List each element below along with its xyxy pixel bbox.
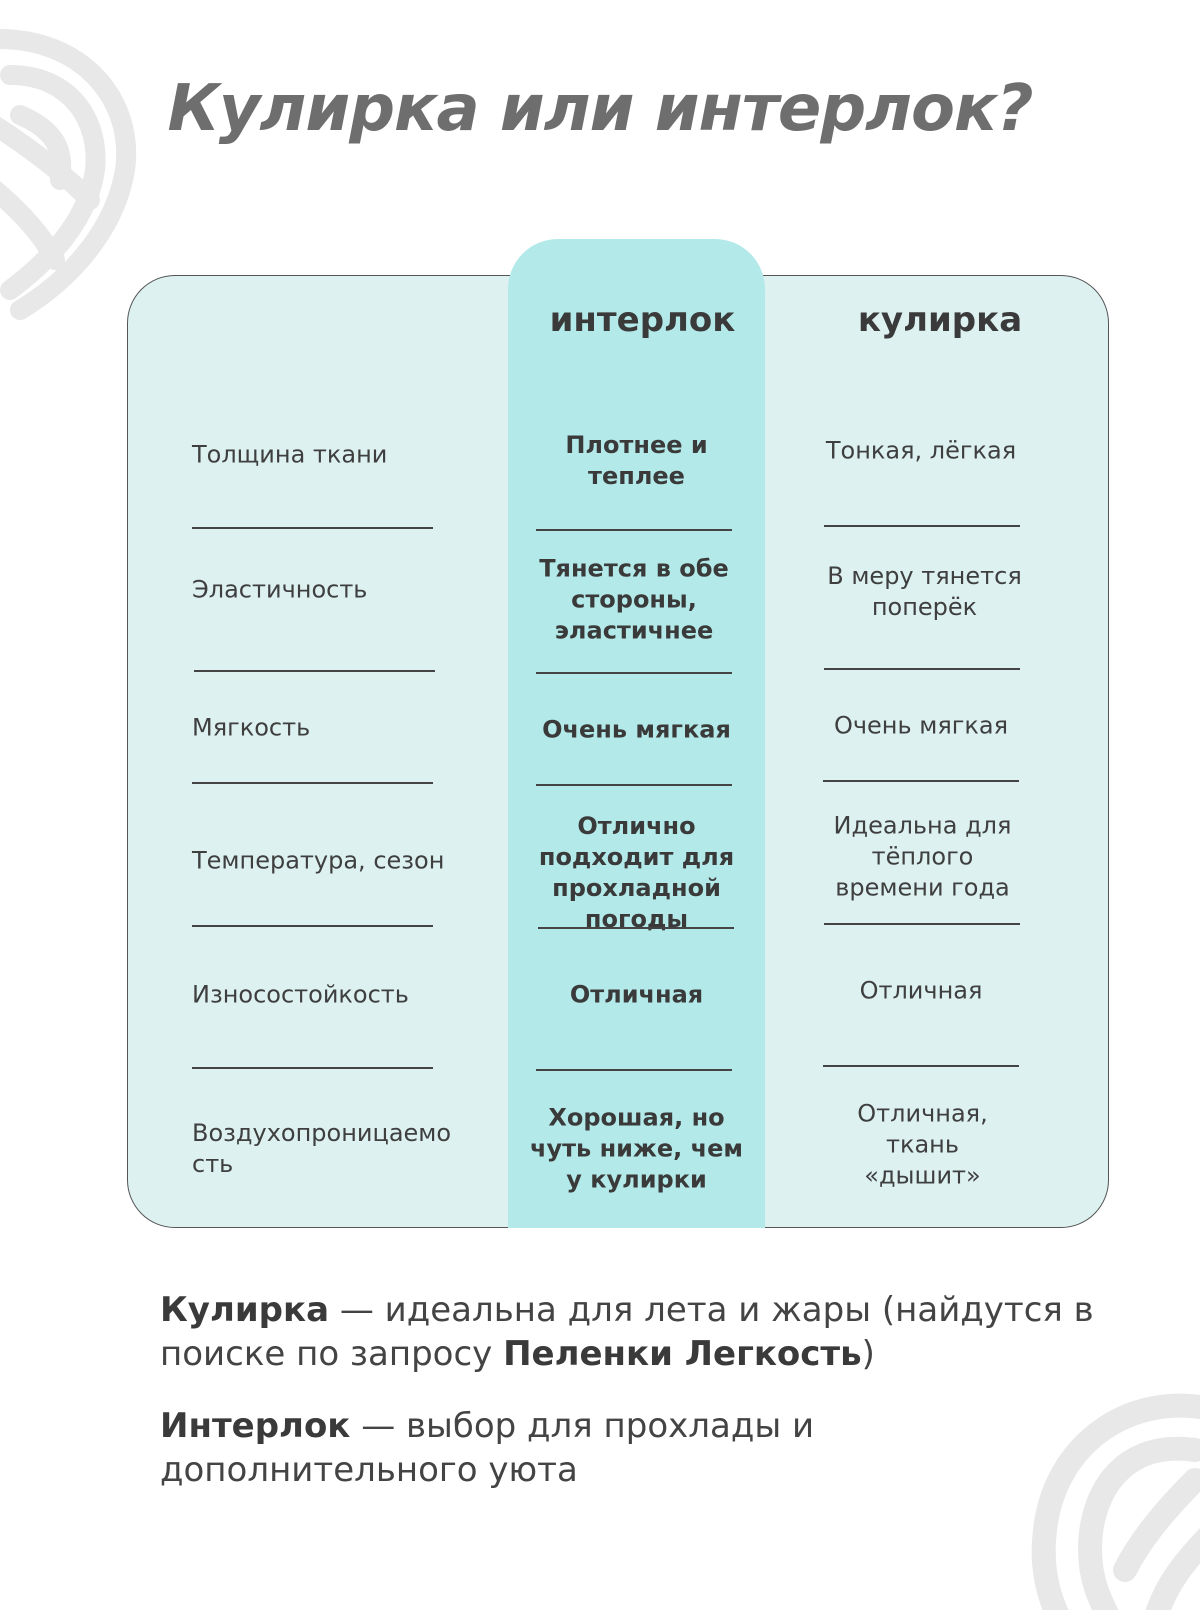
row-divider [536,672,732,674]
row-divider [536,1069,732,1071]
row-divider [192,782,433,784]
row-divider [192,1067,433,1069]
kulirka-value: Очень мягкая [833,711,1009,740]
yarn-ball-icon [0,29,137,320]
footer-interlock-term: Интерлок [160,1406,351,1446]
row-label: Воздухопроницаемость [192,1119,452,1178]
interlock-value: Очень мягкая [542,715,731,744]
footer-text: — выбор для прохлады и дополнительного у… [160,1406,815,1490]
footer-kulirka-note: Кулирка — идеальна для лета и жары (найд… [160,1288,1140,1376]
row-divider [824,668,1020,670]
kulirka-value: В меру тянется поперёк [827,562,1022,621]
kulirka-value: Отличная, ткань «дышит» [857,1099,988,1190]
row-divider [536,784,732,786]
header-kulirka: кулирка [857,300,1023,340]
interlock-value: Тянется в обе стороны, эластичнее [539,554,729,645]
footer-text: ) [861,1334,875,1374]
row-divider [194,670,435,672]
page-title: Кулирка или интерлок? [167,72,1033,146]
search-query: Пеленки Легкость [503,1334,862,1374]
row-divider [538,927,734,929]
interlock-value: Отличная [569,980,704,1009]
row-label: Износостойкость [192,980,409,1009]
kulirka-value: Тонкая, лёгкая [825,436,1017,465]
footer-kulirka-term: Кулирка [160,1290,330,1330]
row-divider [823,1065,1019,1067]
row-divider [192,925,433,927]
yarn-ball-icon [1031,1393,1200,1610]
row-label: Толщина ткани [192,440,388,469]
interlock-value: Хорошая, но чуть ниже, чем у кулирки [530,1103,743,1194]
kulirka-value: Идеальна для тёплого времени года [833,811,1012,902]
kulirka-value: Отличная [859,976,983,1005]
row-label: Эластичность [192,575,368,604]
row-label: Мягкость [192,713,311,742]
footer-interlock-note: Интерлок — выбор для прохлады и дополнит… [160,1404,920,1492]
row-divider [536,529,732,531]
header-interlock: интерлок [549,300,736,340]
row-divider [824,525,1020,527]
row-divider [823,780,1019,782]
row-label: Температура, сезон [192,846,445,875]
row-divider [192,527,433,529]
row-divider [824,923,1020,925]
interlock-value: Отлично подходит для прохладной погоды [538,812,735,933]
interlock-column-highlight [508,239,765,1228]
interlock-value: Плотнее и теплее [565,431,708,490]
footer-text: — идеальна для лета и жары (найдутся в п… [160,1290,1094,1374]
